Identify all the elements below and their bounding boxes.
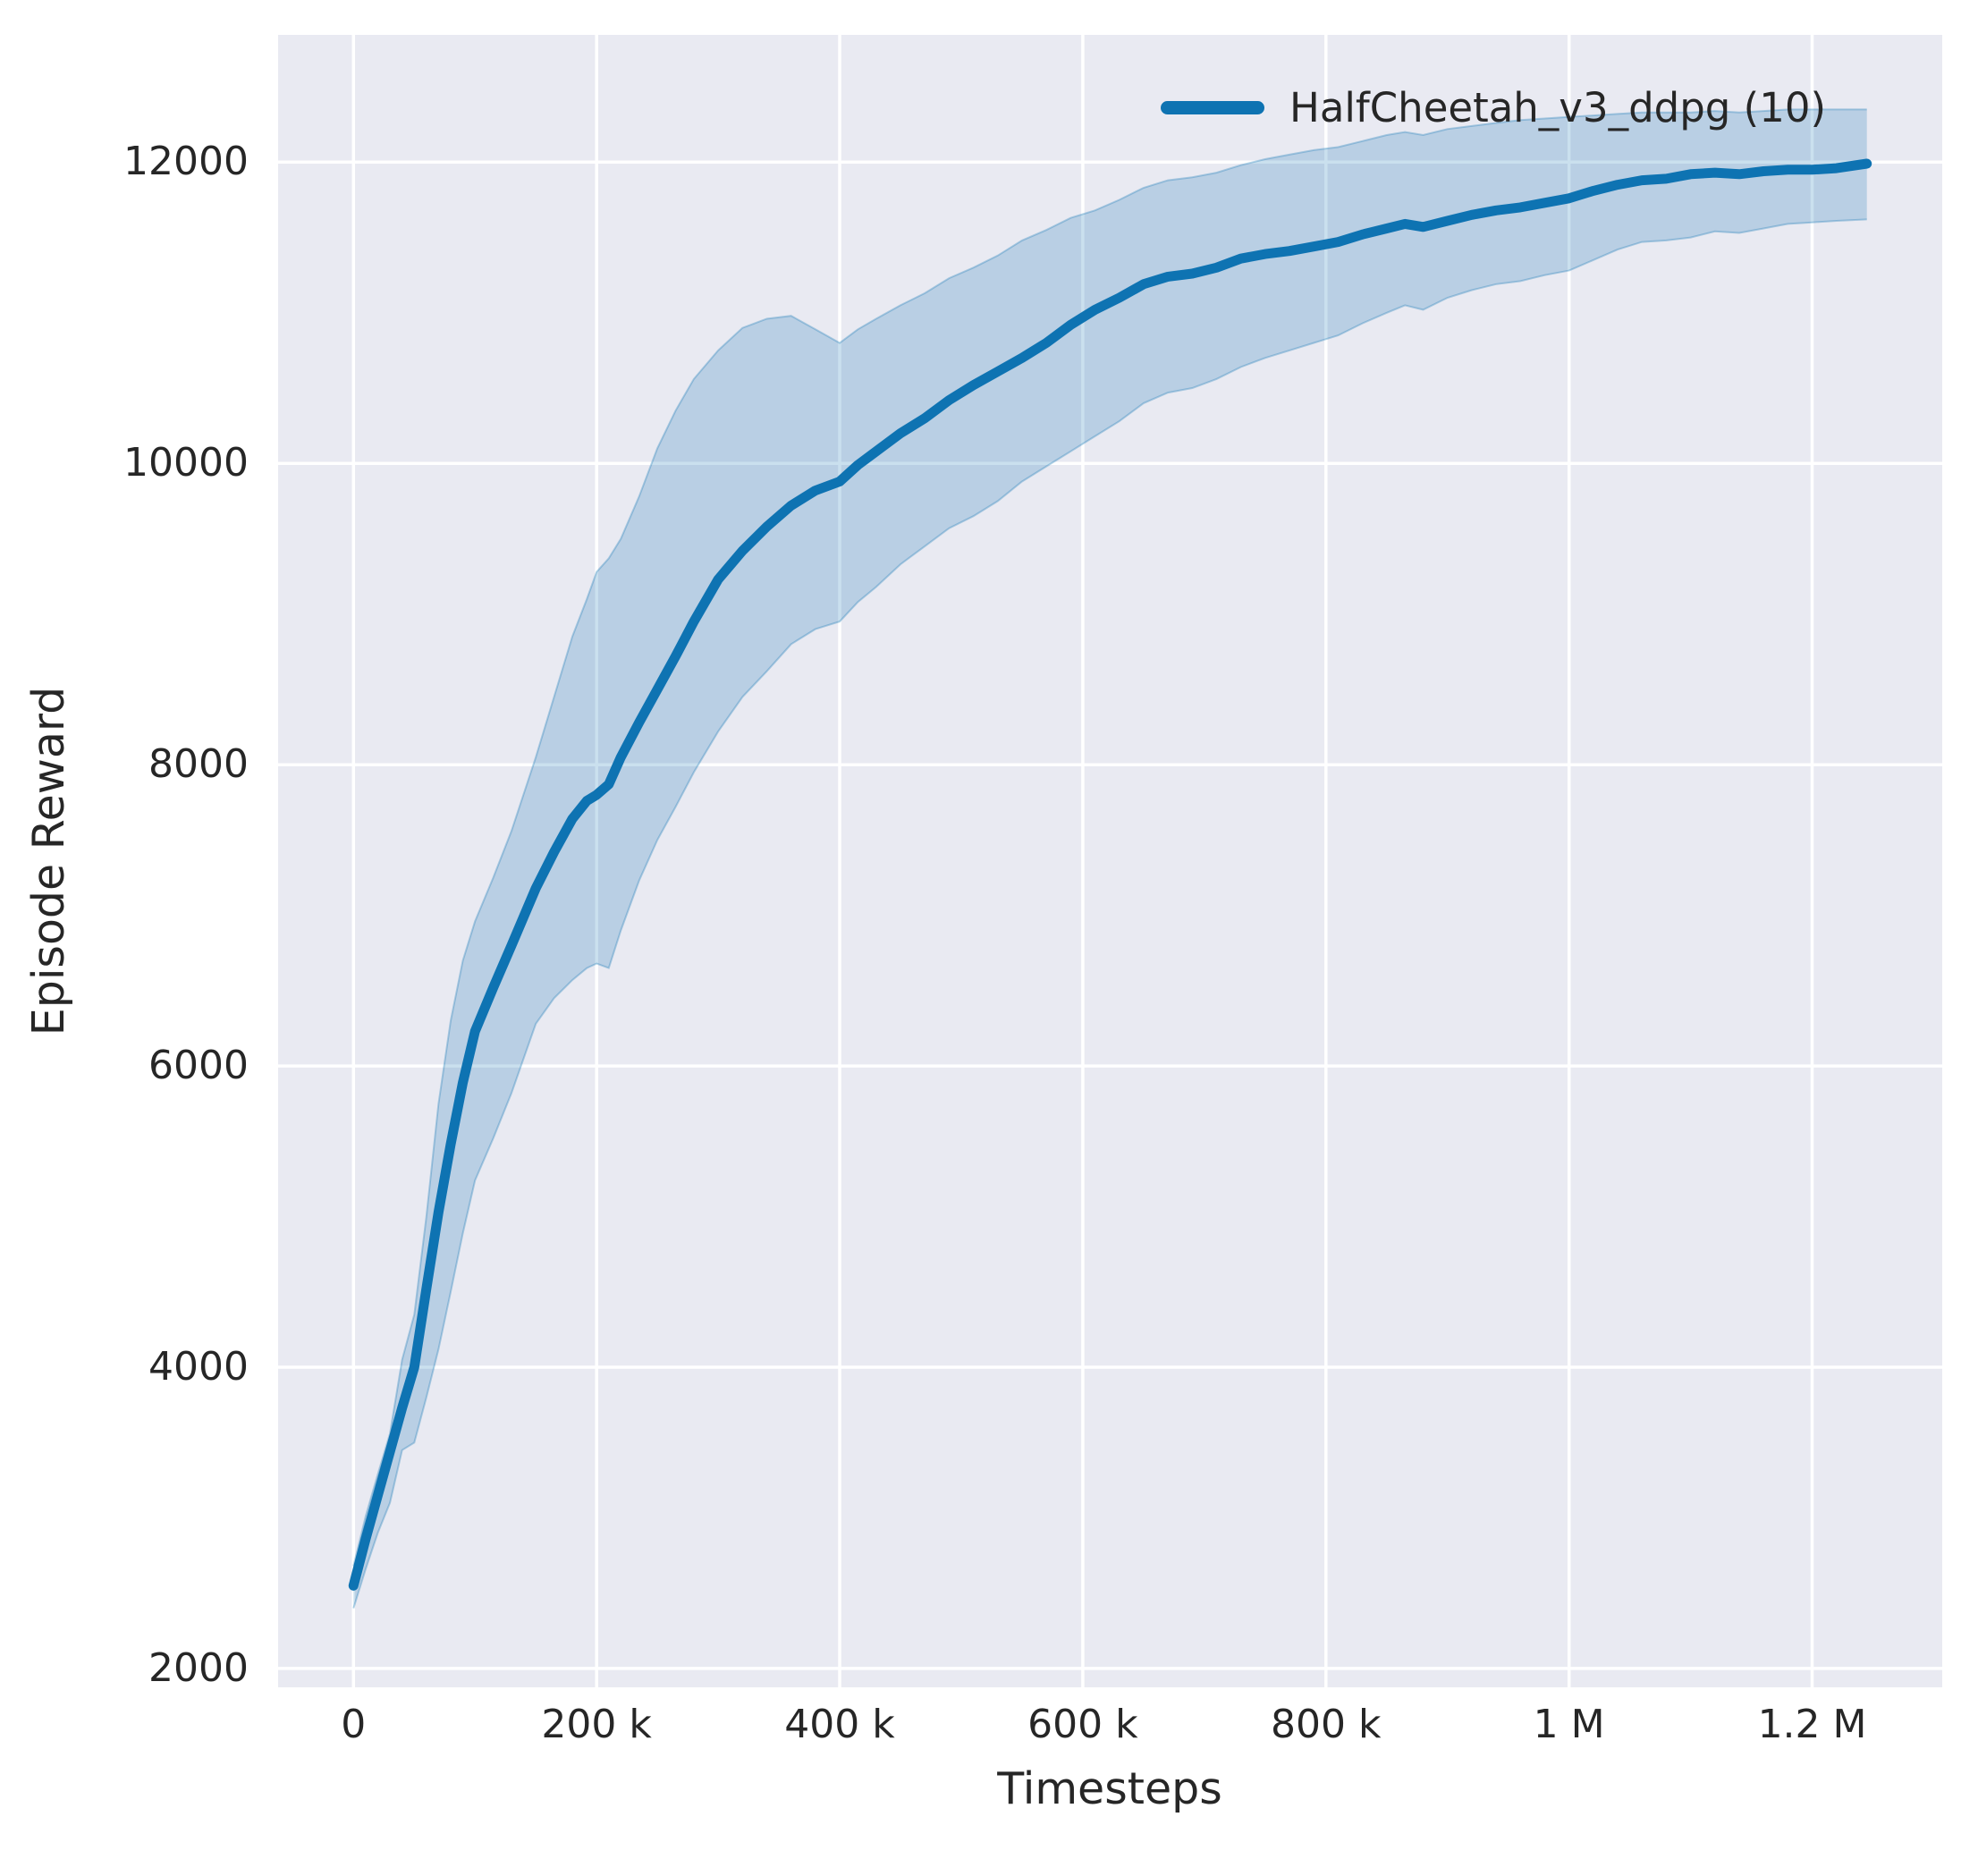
confidence-band: [353, 109, 1867, 1609]
plot-area: [278, 35, 1942, 1687]
y-tick-label: 12000: [123, 139, 249, 185]
confidence-band-upper-edge: [352, 108, 1867, 1567]
x-tick-label: 600 k: [1027, 1702, 1138, 1747]
y-tick-label: 6000: [148, 1043, 249, 1089]
x-tick-label: 1.2 M: [1757, 1702, 1867, 1747]
legend-label: HalfCheetah_v3_ddpg (10): [1289, 83, 1827, 131]
y-tick-label: 4000: [148, 1344, 249, 1390]
y-tick-label: 10000: [123, 440, 249, 486]
x-tick-label: 1 M: [1533, 1702, 1605, 1747]
x-tick-label: 400 k: [784, 1702, 895, 1747]
y-tick-label: 8000: [148, 741, 249, 788]
x-tick-label: 800 k: [1271, 1702, 1382, 1747]
y-tick-label: 2000: [148, 1644, 249, 1691]
x-axis-label: Timesteps: [997, 1763, 1222, 1814]
y-axis-label: Episode Reward: [23, 686, 74, 1036]
x-tick-label: 200 k: [541, 1702, 652, 1747]
plot-background: [278, 35, 1942, 1687]
x-tick-label: 0: [341, 1702, 367, 1747]
mean-reward-line: [348, 158, 1872, 1591]
legend-line-swatch: [1161, 100, 1264, 114]
confidence-band-lower-edge: [352, 218, 1867, 1609]
legend: HalfCheetah_v3_ddpg (10): [1161, 80, 1826, 134]
